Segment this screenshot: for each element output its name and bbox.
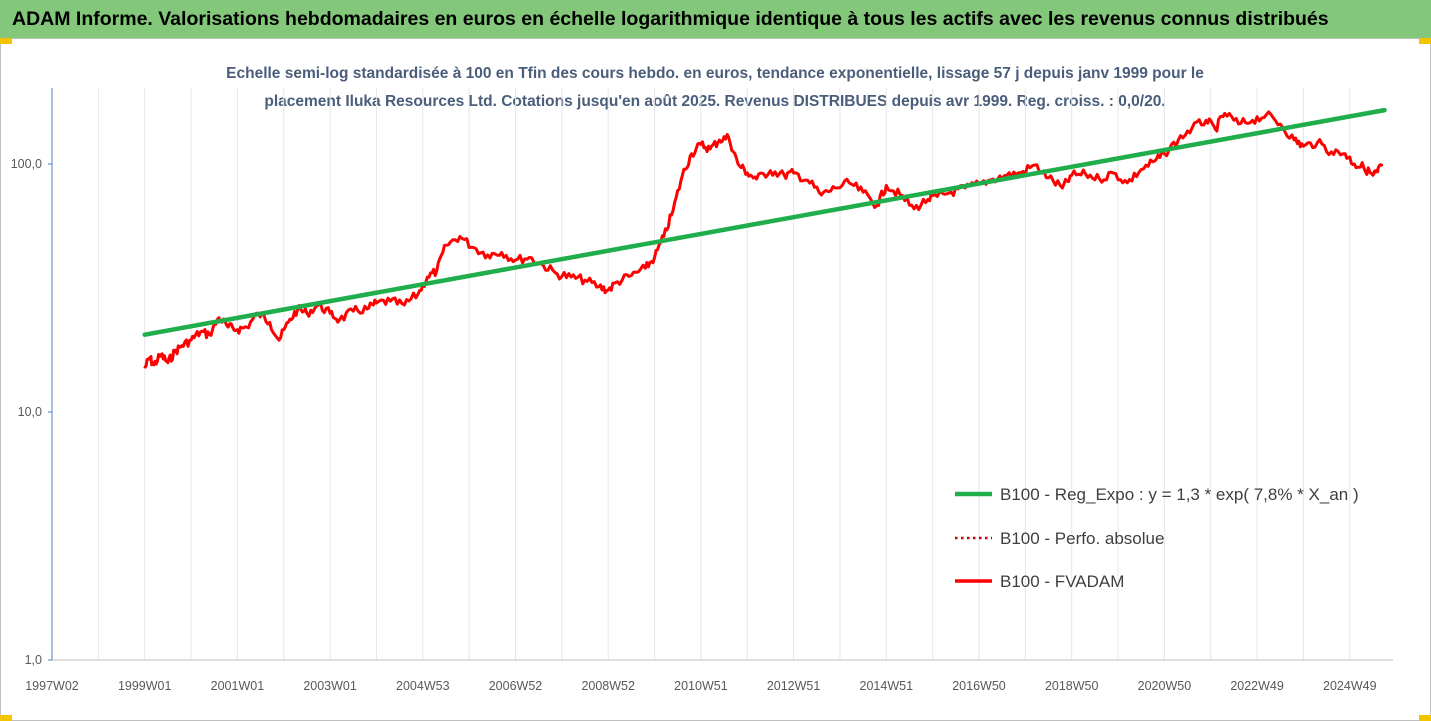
x-tick-label: 2006W52: [489, 679, 543, 693]
x-tick-label: 2020W50: [1138, 679, 1192, 693]
legend-label: B100 - FVADAM: [1000, 572, 1124, 591]
y-axis-tick-labels: 1,0 10,0 100,0: [11, 157, 52, 667]
frame-corner-bottom-left: [0, 715, 12, 721]
x-tick-label: 2010W51: [674, 679, 728, 693]
x-tick-label: 2018W50: [1045, 679, 1099, 693]
legend-label: B100 - Perfo. absolue: [1000, 529, 1164, 548]
x-tick-label: 2001W01: [211, 679, 265, 693]
chart-title-line-1: Echelle semi-log standardisée à 100 en T…: [226, 65, 1204, 82]
frame-corner-bottom-right: [1419, 715, 1431, 721]
y-tick-label: 1,0: [25, 653, 42, 667]
x-tick-label: 2008W52: [581, 679, 635, 693]
y-tick-label: 10,0: [18, 405, 42, 419]
chart-frame: [0, 38, 1431, 721]
series-lines: [142, 107, 1387, 369]
x-tick-label: 2012W51: [767, 679, 821, 693]
frame-corner-top-left: [0, 38, 12, 44]
y-tick-label: 100,0: [11, 157, 42, 171]
chart-title-line-2: placement Iluka Resources Ltd. Cotations…: [264, 93, 1166, 110]
vertical-gridlines: [51, 88, 1351, 660]
legend-label: B100 - Reg_Expo : y = 1,3 * exp( 7,8% * …: [1000, 485, 1359, 504]
x-tick-label: 2004W53: [396, 679, 450, 693]
legend: B100 - Reg_Expo : y = 1,3 * exp( 7,8% * …: [955, 485, 1359, 591]
x-tick-label: 2016W50: [952, 679, 1006, 693]
x-tick-label: 2003W01: [303, 679, 357, 693]
x-tick-label: 1999W01: [118, 679, 172, 693]
x-tick-label: 2024W49: [1323, 679, 1377, 693]
axes: [51, 88, 1393, 661]
series-line-reg-expo: [142, 107, 1387, 337]
frame-corner-top-right: [1419, 38, 1431, 44]
x-axis-tick-labels: 1997W02 1999W01 2001W01 2003W01 2004W53 2006W…: [25, 679, 1376, 693]
x-tick-label: 1997W02: [25, 679, 79, 693]
x-tick-label: 2014W51: [860, 679, 914, 693]
x-tick-label: 2022W49: [1230, 679, 1284, 693]
report-title-banner: ADAM Informe. Valorisations hebdomadaire…: [0, 0, 1431, 38]
report-title: ADAM Informe. Valorisations hebdomadaire…: [12, 7, 1329, 30]
